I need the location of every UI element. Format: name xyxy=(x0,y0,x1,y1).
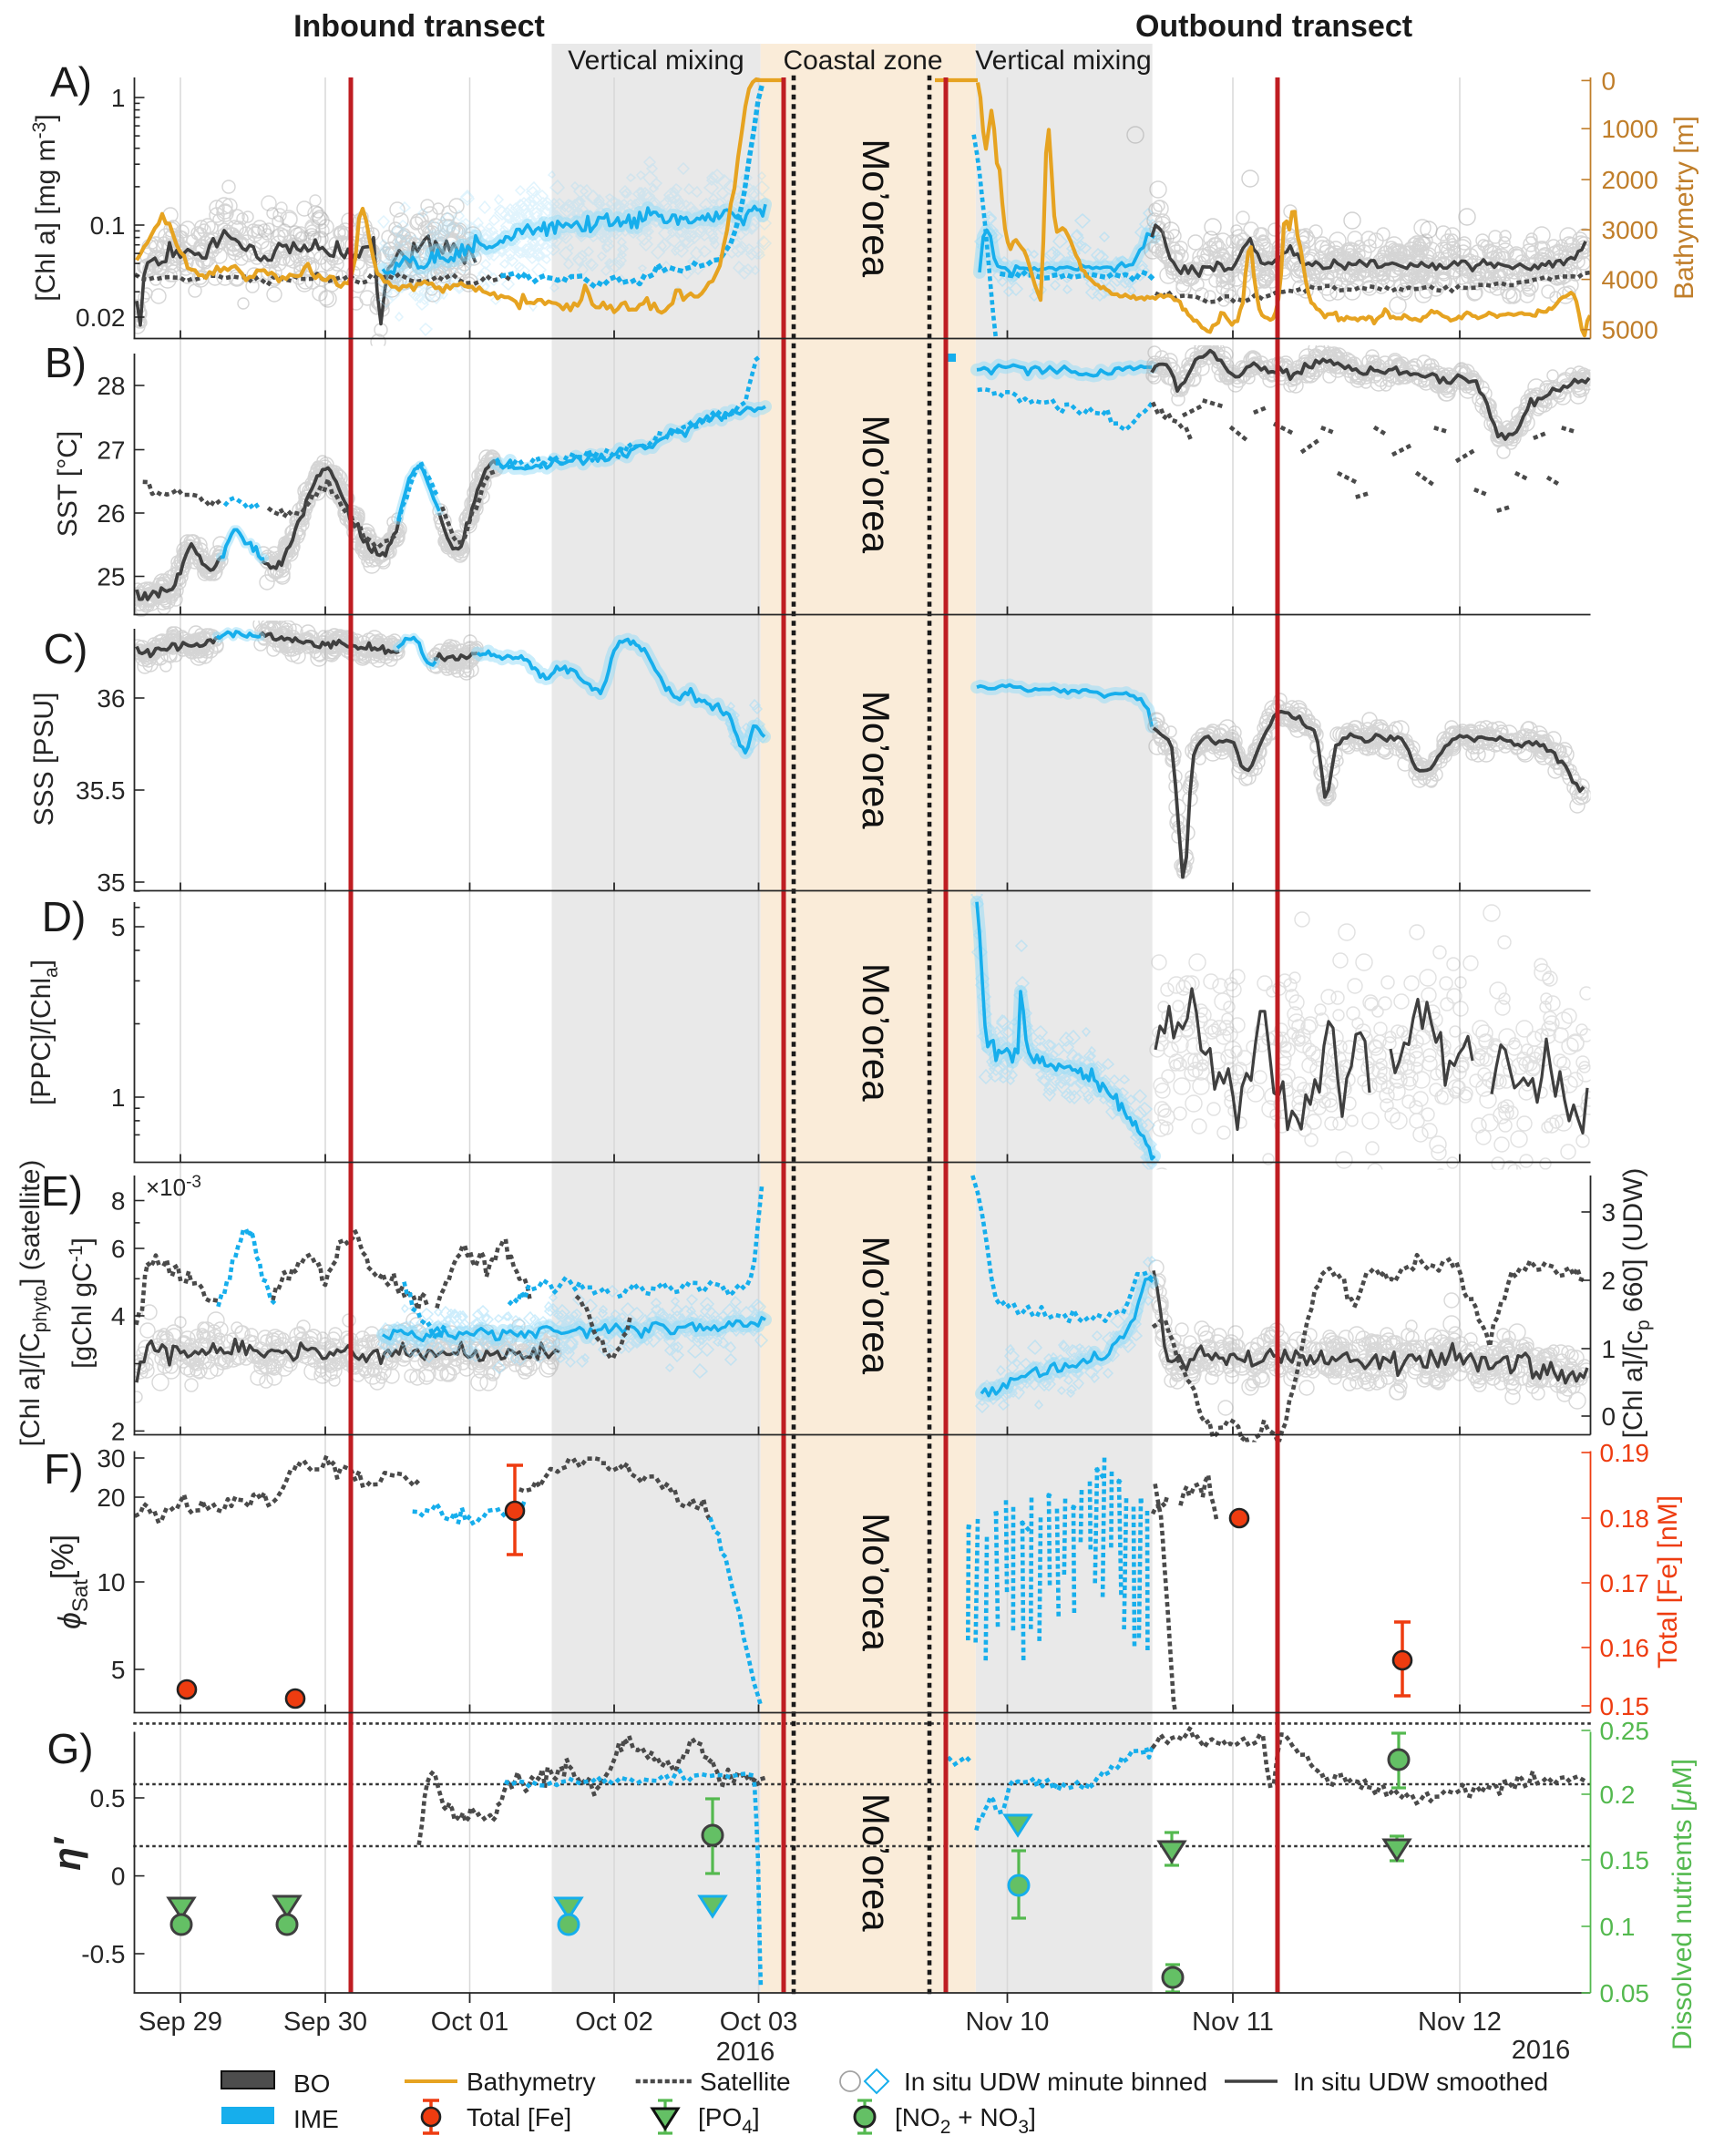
svg-text:[Chl a]/[cp 660] (UDW): [Chl a]/[cp 660] (UDW) xyxy=(1618,1168,1654,1439)
svg-text:B): B) xyxy=(45,339,87,386)
svg-text:6: 6 xyxy=(111,1235,126,1263)
svg-text:[gChl gC-1]: [gChl gC-1] xyxy=(66,1237,97,1369)
svg-text:Mo’orea: Mo’orea xyxy=(855,1513,898,1651)
svg-text:Total [Fe]: Total [Fe] xyxy=(467,2103,571,2131)
svg-text:Oct 01: Oct 01 xyxy=(431,2007,508,2037)
svg-text:Sep 29: Sep 29 xyxy=(139,2007,222,2037)
svg-text:5: 5 xyxy=(111,913,126,941)
svg-text:0: 0 xyxy=(1602,67,1616,95)
svg-text:0.19: 0.19 xyxy=(1600,1439,1650,1467)
svg-text:0: 0 xyxy=(111,1863,126,1891)
svg-text:Bathymetry [m]: Bathymetry [m] xyxy=(1669,116,1699,300)
svg-text:Vertical mixing: Vertical mixing xyxy=(975,46,1151,76)
svg-text:Inbound transect: Inbound transect xyxy=(293,9,545,44)
svg-text:η′: η′ xyxy=(46,1836,88,1871)
svg-text:A): A) xyxy=(50,58,92,106)
svg-text:[Chl a] [mg m-3]: [Chl a] [mg m-3] xyxy=(29,114,61,301)
svg-text:E): E) xyxy=(41,1167,83,1215)
svg-text:1: 1 xyxy=(111,84,126,112)
svg-text:F): F) xyxy=(44,1445,83,1493)
svg-text:Satellite: Satellite xyxy=(700,2068,791,2096)
svg-text:35.5: 35.5 xyxy=(76,776,126,805)
svg-text:In situ UDW smoothed: In situ UDW smoothed xyxy=(1293,2068,1548,2096)
svg-text:Nov 11: Nov 11 xyxy=(1192,2007,1274,2037)
svg-text:Outbound transect: Outbound transect xyxy=(1135,9,1412,44)
svg-text:0.18: 0.18 xyxy=(1600,1504,1650,1533)
svg-text:Mo’orea: Mo’orea xyxy=(855,691,898,829)
svg-text:0.15: 0.15 xyxy=(1600,1846,1650,1874)
svg-text:Mo’orea: Mo’orea xyxy=(855,963,898,1102)
svg-text:35: 35 xyxy=(97,868,125,897)
svg-text:Mo’orea: Mo’orea xyxy=(855,1236,898,1374)
svg-text:0.5: 0.5 xyxy=(90,1784,126,1812)
svg-text:ϕSat[%]: ϕSat[%] xyxy=(46,1535,93,1629)
svg-text:Coastal zone: Coastal zone xyxy=(783,46,942,76)
svg-text:4: 4 xyxy=(111,1302,126,1330)
svg-text:SST [°C]: SST [°C] xyxy=(53,431,83,537)
svg-text:3000: 3000 xyxy=(1602,216,1658,244)
svg-text:25: 25 xyxy=(97,563,125,591)
svg-text:0.1: 0.1 xyxy=(90,211,126,240)
svg-text:Dissolved nutrients [μM]: Dissolved nutrients [μM] xyxy=(1668,1759,1698,2050)
svg-text:Bathymetry: Bathymetry xyxy=(467,2068,596,2096)
svg-text:30: 30 xyxy=(97,1444,125,1473)
svg-text:1000: 1000 xyxy=(1602,115,1658,143)
svg-text:2016: 2016 xyxy=(1512,2036,1571,2065)
svg-text:1: 1 xyxy=(111,1083,126,1112)
svg-text:0.15: 0.15 xyxy=(1600,1692,1650,1720)
svg-text:-0.5: -0.5 xyxy=(81,1940,125,1968)
svg-text:27: 27 xyxy=(97,436,125,465)
svg-text:0.17: 0.17 xyxy=(1600,1569,1650,1597)
svg-text:IME: IME xyxy=(293,2105,339,2133)
svg-text:Total [Fe] [nM]: Total [Fe] [nM] xyxy=(1653,1495,1683,1668)
svg-text:26: 26 xyxy=(97,499,125,528)
svg-text:2: 2 xyxy=(1602,1267,1616,1295)
svg-text:G): G) xyxy=(46,1725,93,1772)
svg-text:Sep 30: Sep 30 xyxy=(283,2007,367,2037)
svg-text:2016: 2016 xyxy=(716,2038,775,2067)
svg-text:5000: 5000 xyxy=(1602,316,1658,344)
svg-text:Mo’orea: Mo’orea xyxy=(855,139,898,277)
svg-text:0.2: 0.2 xyxy=(1600,1781,1636,1809)
svg-text:2: 2 xyxy=(111,1417,126,1445)
svg-text:0.02: 0.02 xyxy=(76,303,126,332)
svg-text:Oct 02: Oct 02 xyxy=(575,2007,652,2037)
svg-text:In situ UDW minute binned: In situ UDW minute binned xyxy=(904,2068,1207,2096)
svg-text:20: 20 xyxy=(97,1484,125,1512)
svg-text:0.05: 0.05 xyxy=(1600,1979,1650,2007)
svg-text:Oct 03: Oct 03 xyxy=(720,2007,797,2037)
svg-text:2000: 2000 xyxy=(1602,166,1658,194)
svg-text:10: 10 xyxy=(97,1568,125,1596)
svg-text:28: 28 xyxy=(97,372,125,400)
svg-text:3: 3 xyxy=(1602,1198,1616,1227)
svg-text:36: 36 xyxy=(97,684,125,713)
svg-text:Nov 12: Nov 12 xyxy=(1418,2007,1502,2037)
svg-text:5: 5 xyxy=(111,1656,126,1684)
svg-text:BO: BO xyxy=(293,2069,330,2098)
svg-text:Mo’orea: Mo’orea xyxy=(855,1793,898,1932)
svg-text:C): C) xyxy=(44,625,88,672)
svg-text:[PPC]/[Chla]: [PPC]/[Chla] xyxy=(26,960,62,1105)
svg-text:0.25: 0.25 xyxy=(1600,1717,1650,1745)
svg-text:0.1: 0.1 xyxy=(1600,1913,1636,1941)
svg-text:D): D) xyxy=(42,893,87,940)
svg-text:4000: 4000 xyxy=(1602,266,1658,294)
svg-text:8: 8 xyxy=(111,1187,126,1216)
svg-text:Nov 10: Nov 10 xyxy=(966,2007,1050,2037)
svg-text:Vertical mixing: Vertical mixing xyxy=(568,46,744,76)
svg-text:SSS [PSU]: SSS [PSU] xyxy=(29,693,59,826)
svg-text:Mo’orea: Mo’orea xyxy=(855,415,898,553)
svg-text:0.16: 0.16 xyxy=(1600,1634,1650,1662)
svg-text:0: 0 xyxy=(1602,1402,1616,1431)
svg-text:1: 1 xyxy=(1602,1335,1616,1363)
